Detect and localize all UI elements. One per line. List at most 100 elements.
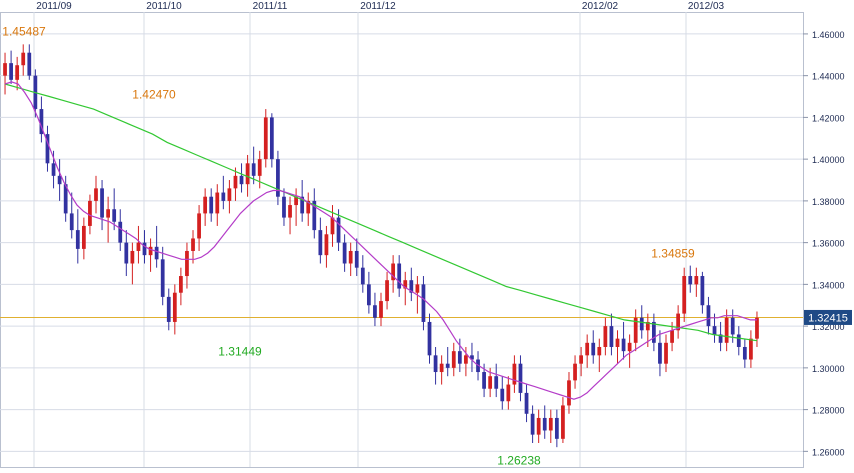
candle	[306, 192, 311, 226]
candle	[409, 267, 414, 302]
candle-body	[94, 188, 98, 201]
annotation-high: 1.45487	[2, 25, 46, 39]
candle-body	[488, 376, 493, 389]
candle-body	[136, 242, 141, 251]
candle	[403, 271, 408, 306]
long-moving-average-line	[4, 83, 758, 342]
candle-body	[482, 372, 486, 389]
candle	[124, 230, 129, 277]
candle	[112, 188, 117, 231]
candle	[548, 409, 553, 443]
candle-body	[354, 250, 359, 268]
candle	[421, 276, 426, 331]
candle-body	[312, 200, 317, 231]
candle-body	[63, 184, 68, 214]
candle-body	[282, 196, 286, 218]
candle-body	[269, 117, 274, 160]
candle-body	[749, 338, 753, 360]
candle-body	[324, 234, 329, 256]
candle	[336, 209, 341, 251]
candle-body	[561, 405, 565, 439]
candle-body	[730, 317, 735, 335]
candle-body	[27, 52, 32, 76]
candle-body	[609, 326, 614, 347]
candle-body	[166, 296, 171, 322]
candle	[27, 44, 32, 80]
candle-body	[318, 230, 323, 256]
candle	[318, 217, 323, 264]
candle	[700, 271, 705, 314]
candle-body	[330, 217, 335, 235]
candle	[373, 292, 377, 327]
candle	[118, 209, 123, 251]
candle	[512, 355, 517, 393]
candle-body	[130, 250, 135, 264]
candle-body	[39, 109, 44, 135]
candle	[39, 96, 44, 143]
candle-body	[100, 188, 104, 218]
candle-body	[215, 192, 220, 214]
candle	[397, 255, 402, 297]
candle-body	[591, 342, 596, 356]
candle-body	[736, 334, 741, 347]
candle-body	[700, 276, 705, 306]
candle-body	[676, 313, 681, 331]
candle	[724, 309, 729, 352]
y-tick-label: 1.30000	[812, 364, 845, 374]
candle-body	[585, 342, 590, 356]
x-tick-label: 2012/03	[688, 1, 725, 12]
candle-body	[106, 209, 110, 218]
candle-body	[524, 392, 529, 414]
candle	[88, 194, 92, 235]
candle	[427, 313, 432, 364]
candle-body	[512, 363, 517, 385]
candle-body	[567, 380, 571, 406]
annotation-high: 1.42470	[132, 88, 176, 102]
candle-body	[239, 175, 244, 185]
candle-body	[694, 276, 699, 285]
annotation-high: 1.34859	[651, 246, 695, 260]
candle-body	[621, 338, 626, 352]
candle-body	[112, 209, 117, 222]
candle	[464, 346, 468, 377]
candle	[439, 355, 444, 385]
candle-body	[348, 250, 353, 264]
candle-body	[342, 242, 347, 264]
candle	[755, 311, 759, 347]
y-tick-label: 1.38000	[812, 197, 845, 207]
candlesticks	[3, 44, 759, 448]
candle	[470, 342, 474, 373]
candle-body	[172, 292, 177, 322]
candle	[172, 284, 177, 335]
candle-body	[682, 276, 687, 314]
candle	[9, 50, 13, 85]
candle	[191, 230, 195, 264]
candle-body	[573, 363, 577, 381]
candle	[658, 330, 662, 377]
candle	[360, 255, 365, 293]
candle	[688, 265, 693, 293]
candle-body	[688, 276, 693, 285]
candle	[15, 56, 20, 91]
candle	[445, 346, 450, 377]
y-axis-ticks: 1.46000 1.44000 1.42000 1.40000 1.38000 1.360…	[803, 30, 845, 457]
candle	[524, 384, 529, 423]
candle-body	[300, 196, 305, 214]
y-tick-label: 1.42000	[812, 113, 845, 123]
candle	[179, 267, 183, 306]
candle-body	[627, 342, 632, 352]
candle	[312, 188, 317, 239]
candle	[597, 338, 602, 373]
candle-body	[57, 175, 62, 185]
candle-body	[597, 346, 602, 356]
candle-body	[445, 363, 450, 368]
candle	[506, 376, 511, 410]
candle-body	[185, 250, 189, 277]
candle-body	[391, 263, 396, 281]
candle-body	[221, 192, 226, 201]
candle	[288, 196, 292, 235]
candle-body	[554, 417, 559, 439]
candle-body	[506, 384, 511, 402]
y-tick-label: 1.28000	[812, 406, 845, 416]
